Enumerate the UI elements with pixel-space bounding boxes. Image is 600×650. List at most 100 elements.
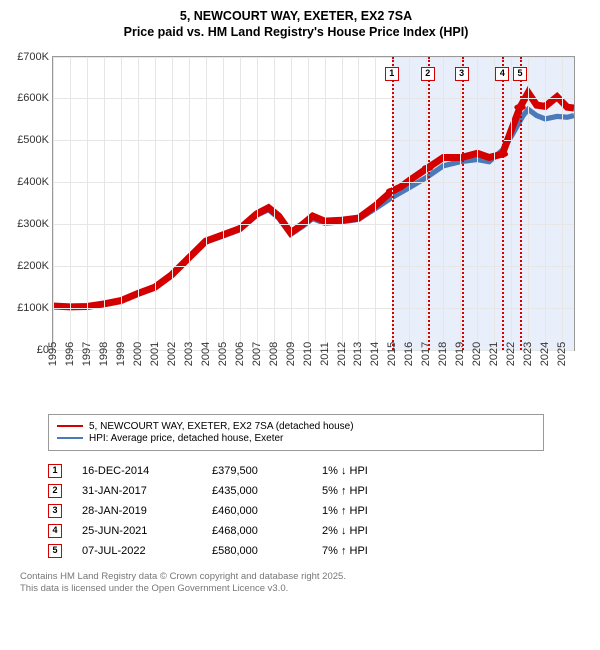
legend-label: 5, NEWCOURT WAY, EXETER, EX2 7SA (detach… [89, 421, 354, 432]
ytick-label: £400K [17, 176, 49, 188]
gridline-y [53, 98, 574, 99]
gridline-x [325, 57, 326, 350]
xtick-label: 1997 [81, 341, 93, 365]
transaction-marker-line [520, 57, 522, 350]
gridline-x [240, 57, 241, 350]
xtick-label: 2006 [234, 341, 246, 365]
ytick-label: £500K [17, 134, 49, 146]
title-line1: 5, NEWCOURT WAY, EXETER, EX2 7SA [0, 8, 592, 24]
transaction-number-badge: 3 [48, 504, 62, 518]
line-series-svg [53, 57, 574, 350]
xtick-label: 2014 [369, 341, 381, 365]
transaction-marker-badge: 1 [385, 67, 399, 81]
series-property [53, 92, 574, 306]
chart-footer: Contains HM Land Registry data © Crown c… [20, 571, 572, 596]
gridline-x [494, 57, 495, 350]
legend-row: 5, NEWCOURT WAY, EXETER, EX2 7SA (detach… [57, 421, 535, 432]
transaction-delta-vs-hpi: 2% ↓ HPI [322, 525, 412, 537]
transaction-date: 16-DEC-2014 [82, 465, 192, 477]
xtick-label: 2000 [132, 341, 144, 365]
gridline-x [342, 57, 343, 350]
gridline-x [477, 57, 478, 350]
gridline-y [53, 57, 574, 58]
series-hpi [53, 109, 574, 307]
legend-swatch [57, 425, 83, 427]
gridline-x [443, 57, 444, 350]
transaction-marker-badge: 5 [513, 67, 527, 81]
xtick-label: 2018 [437, 341, 449, 365]
transaction-delta-vs-hpi: 5% ↑ HPI [322, 485, 412, 497]
xtick-label: 1999 [115, 341, 127, 365]
xtick-label: 2002 [166, 341, 178, 365]
xtick-label: 2007 [251, 341, 263, 365]
gridline-x [562, 57, 563, 350]
transactions-table: 1 16-DEC-2014 £379,500 1% ↓ HPI 2 31-JAN-2017… [48, 461, 544, 561]
transaction-marker-badge: 2 [421, 67, 435, 81]
xtick-label: 1996 [64, 341, 76, 365]
xtick-label: 2016 [403, 341, 415, 365]
gridline-x [87, 57, 88, 350]
transaction-price: £468,000 [212, 525, 302, 537]
title-line2: Price paid vs. HM Land Registry's House … [0, 24, 592, 40]
xtick-label: 2013 [352, 341, 364, 365]
transaction-row: 4 25-JUN-2021 £468,000 2% ↓ HPI [48, 521, 544, 541]
gridline-x [511, 57, 512, 350]
transaction-delta-vs-hpi: 1% ↑ HPI [322, 505, 412, 517]
plot-region: £0£100K£200K£300K£400K£500K£600K£700K199… [52, 56, 575, 351]
transaction-row: 1 16-DEC-2014 £379,500 1% ↓ HPI [48, 461, 544, 481]
gridline-x [274, 57, 275, 350]
gridline-x [358, 57, 359, 350]
ytick-label: £100K [17, 302, 49, 314]
xtick-label: 2012 [336, 341, 348, 365]
transaction-row: 2 31-JAN-2017 £435,000 5% ↑ HPI [48, 481, 544, 501]
gridline-y [53, 140, 574, 141]
ytick-label: £300K [17, 218, 49, 230]
transaction-number-badge: 1 [48, 464, 62, 478]
transaction-marker-line [392, 57, 394, 350]
gridline-x [104, 57, 105, 350]
gridline-x [172, 57, 173, 350]
xtick-label: 2025 [556, 341, 568, 365]
ytick-label: £200K [17, 260, 49, 272]
gridline-x [291, 57, 292, 350]
transaction-number-badge: 2 [48, 484, 62, 498]
legend-label: HPI: Average price, detached house, Exet… [89, 433, 283, 444]
gridline-x [308, 57, 309, 350]
legend-swatch [57, 437, 83, 439]
gridline-x [189, 57, 190, 350]
gridline-x [409, 57, 410, 350]
gridline-y [53, 266, 574, 267]
transaction-delta-vs-hpi: 1% ↓ HPI [322, 465, 412, 477]
gridline-x [223, 57, 224, 350]
transaction-marker-line [428, 57, 430, 350]
transaction-number-badge: 5 [48, 544, 62, 558]
gridline-x [206, 57, 207, 350]
xtick-label: 2010 [302, 341, 314, 365]
xtick-label: 2004 [200, 341, 212, 365]
transaction-price: £379,500 [212, 465, 302, 477]
gridline-y [53, 224, 574, 225]
transaction-price: £435,000 [212, 485, 302, 497]
transaction-date: 31-JAN-2017 [82, 485, 192, 497]
legend: 5, NEWCOURT WAY, EXETER, EX2 7SA (detach… [48, 414, 544, 451]
gridline-x [545, 57, 546, 350]
transaction-delta-vs-hpi: 7% ↑ HPI [322, 545, 412, 557]
transaction-marker-badge: 3 [455, 67, 469, 81]
transaction-date: 25-JUN-2021 [82, 525, 192, 537]
gridline-x [528, 57, 529, 350]
xtick-label: 2008 [268, 341, 280, 365]
chart-title-block: 5, NEWCOURT WAY, EXETER, EX2 7SA Price p… [0, 8, 592, 41]
transaction-row: 507-JUL-2022£580,0007% ↑ HPI [48, 541, 544, 561]
xtick-label: 2019 [454, 341, 466, 365]
gridline-x [138, 57, 139, 350]
xtick-label: 2023 [522, 341, 534, 365]
xtick-label: 1995 [47, 341, 59, 365]
ytick-label: £600K [17, 92, 49, 104]
xtick-label: 2011 [319, 342, 331, 366]
gridline-x [155, 57, 156, 350]
gridline-x [375, 57, 376, 350]
footer-line1: Contains HM Land Registry data © Crown c… [20, 571, 572, 583]
ytick-label: £700K [17, 51, 49, 63]
xtick-label: 2005 [217, 341, 229, 365]
transaction-number-badge: 4 [48, 524, 62, 538]
